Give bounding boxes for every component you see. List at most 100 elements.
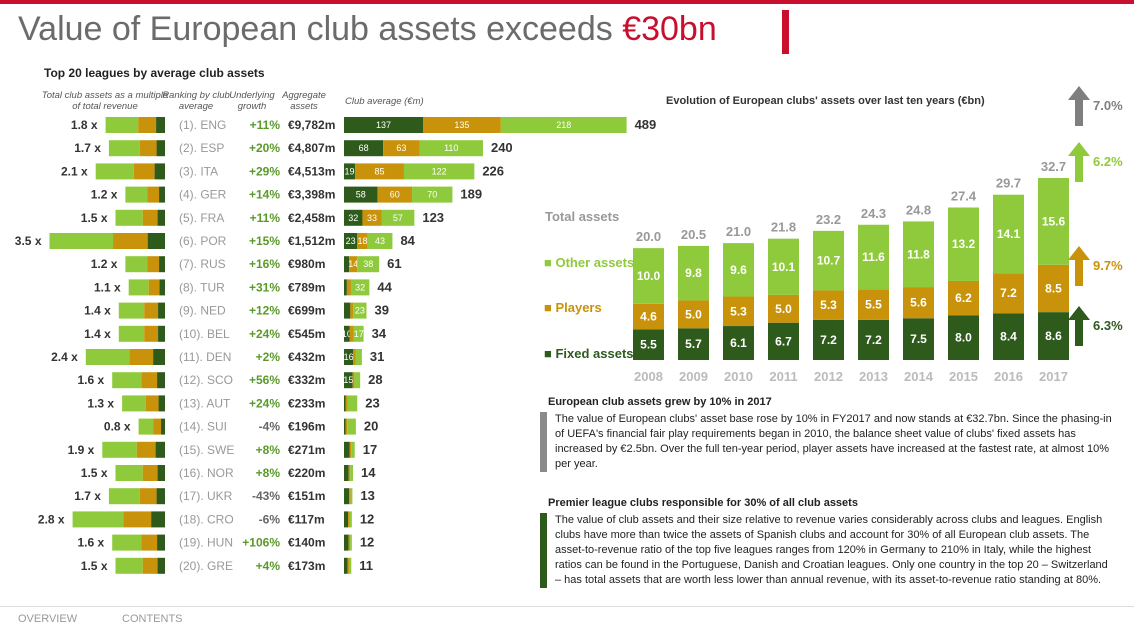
rank-label-12sco: (12). SCO bbox=[179, 373, 233, 387]
col-head-multiple: Total club assets as a multiple of total… bbox=[41, 90, 169, 112]
multiple-bar-fixed-3ita bbox=[154, 163, 165, 180]
rank-label-15swe: (15). SWE bbox=[179, 443, 234, 457]
growth-label-15swe: +8% bbox=[256, 443, 281, 457]
club-bar-fixed-2esp bbox=[344, 140, 384, 157]
growth-label-9ned: +12% bbox=[249, 304, 280, 318]
multiple-bar-fixed-10bel bbox=[158, 325, 165, 342]
growth-label-20gre: +4% bbox=[256, 559, 281, 573]
club-bar-players-16nor bbox=[348, 465, 351, 481]
club-total-label-2esp: 240 bbox=[491, 140, 513, 155]
club-bar-fixed-16nor bbox=[344, 465, 349, 481]
club-bar-players-1eng bbox=[423, 117, 501, 133]
rank-label-17ukr: (17). UKR bbox=[179, 489, 233, 503]
club-bar-fixed-10bel bbox=[344, 325, 350, 342]
multiple-bar-players-6por bbox=[113, 233, 148, 249]
club-bar-fixed-9ned bbox=[344, 302, 351, 319]
multiple-bar-fixed-11den bbox=[153, 349, 165, 365]
evo-bar-players-2017 bbox=[1038, 264, 1069, 313]
evo-bar-other-2009 bbox=[678, 245, 709, 301]
multiple-bar-20gre bbox=[115, 557, 143, 574]
multiple-bar-fixed-17ukr bbox=[156, 488, 165, 505]
growth-label-fixed: 6.3% bbox=[1093, 318, 1123, 333]
growth-label-19hun: +106% bbox=[242, 536, 280, 550]
rank-label-14sui: (14). SUI bbox=[179, 420, 227, 434]
evo-bar-other-2017 bbox=[1038, 178, 1069, 265]
aggregate-label-3ita: €4,513m bbox=[288, 164, 335, 178]
evo-bar-label-other-2015: 13.2 bbox=[952, 237, 976, 251]
evo-bar-other-2010 bbox=[723, 243, 754, 297]
league-table-chart: 1.8 x (1). ENG +11% €9,782m 137 135 218 489 1.7 … bbox=[15, 117, 656, 574]
evo-total-label-2012: 23.2 bbox=[816, 212, 841, 227]
evo-bar-players-2012 bbox=[813, 290, 844, 320]
aggregate-label-11den: €432m bbox=[288, 350, 325, 364]
box1-text: The value of European clubs' asset base … bbox=[540, 412, 1120, 472]
club-bar-players-3ita bbox=[354, 163, 404, 180]
club-total-label-5fra: 123 bbox=[422, 210, 444, 225]
multiple-bar-fixed-12sco bbox=[157, 372, 165, 389]
evo-bar-label-players-2017: 8.5 bbox=[1045, 281, 1062, 295]
multiple-bar-13aut bbox=[122, 395, 146, 412]
multiple-bar-14sui bbox=[138, 418, 154, 435]
club-bar-label-fixed-10bel: 10 bbox=[342, 329, 352, 339]
evo-total-label-2016: 29.7 bbox=[996, 176, 1021, 191]
evo-bar-label-players-2014: 5.6 bbox=[910, 296, 927, 310]
multiple-bar-17ukr bbox=[108, 488, 140, 505]
aggregate-label-9ned: €699m bbox=[288, 304, 325, 318]
growth-label-6por: +15% bbox=[249, 234, 280, 248]
growth-label-14sui: -4% bbox=[259, 420, 281, 434]
multiple-bar-19hun bbox=[112, 534, 142, 551]
multiple-label-3ita: 2.1 x bbox=[61, 164, 88, 178]
evo-bar-fixed-2008 bbox=[633, 329, 664, 360]
multiple-bar-players-19hun bbox=[141, 534, 158, 551]
club-bar-players-15swe bbox=[349, 441, 352, 458]
evo-bar-label-fixed-2008: 5.5 bbox=[640, 338, 657, 352]
club-bar-fixed-20gre bbox=[344, 557, 348, 574]
club-bar-players-9ned bbox=[350, 302, 354, 319]
title-accent-bar bbox=[782, 10, 789, 54]
evo-bar-label-fixed-2012: 7.2 bbox=[820, 333, 837, 347]
evo-bar-label-fixed-2011: 6.7 bbox=[775, 334, 792, 348]
rank-label-20gre: (20). GRE bbox=[179, 559, 233, 573]
multiple-label-1eng: 1.8 x bbox=[71, 118, 98, 132]
evo-bar-label-players-2013: 5.5 bbox=[865, 298, 882, 312]
multiple-label-17ukr: 1.7 x bbox=[74, 489, 101, 503]
box1-title: European club assets grew by 10% in 2017 bbox=[548, 396, 772, 408]
club-bar-label-players-3ita: 85 bbox=[374, 166, 384, 176]
evolution-chart: Evolution of European clubs' assets over… bbox=[544, 86, 1123, 384]
multiple-bar-fixed-2esp bbox=[156, 140, 165, 157]
aggregate-label-1eng: €9,782m bbox=[288, 118, 335, 132]
contents-link[interactable]: CONTENTS bbox=[122, 613, 183, 625]
rank-label-6por: (6). POR bbox=[179, 234, 227, 248]
club-total-label-14sui: 20 bbox=[364, 419, 378, 434]
evo-bar-fixed-2011 bbox=[768, 322, 799, 360]
club-bar-label-other-7rus: 38 bbox=[363, 259, 373, 269]
club-bar-fixed-14sui bbox=[344, 418, 346, 435]
club-total-label-9ned: 39 bbox=[374, 303, 388, 318]
club-bar-fixed-4ger bbox=[344, 186, 378, 203]
evo-bar-fixed-2010 bbox=[723, 326, 754, 360]
evo-year-label-2016: 2016 bbox=[994, 369, 1023, 384]
evo-bar-players-2013 bbox=[858, 289, 889, 320]
club-bar-players-14sui bbox=[345, 418, 348, 435]
growth-label-2esp: +20% bbox=[249, 141, 280, 155]
multiple-bar-players-16nor bbox=[142, 465, 158, 481]
evo-total-label-2015: 27.4 bbox=[951, 188, 977, 203]
club-bar-other-12sco bbox=[354, 372, 361, 389]
club-bar-other-2esp bbox=[419, 140, 483, 157]
aggregate-label-7rus: €980m bbox=[288, 257, 325, 271]
multiple-bar-players-5fra bbox=[142, 209, 158, 226]
multiple-bar-fixed-5fra bbox=[157, 209, 165, 226]
multiple-label-14sui: 0.8 x bbox=[104, 420, 131, 434]
multiple-bar-fixed-19hun bbox=[157, 534, 165, 551]
club-bar-other-7rus bbox=[357, 256, 380, 273]
club-bar-label-players-5fra: 33 bbox=[367, 213, 377, 223]
aggregate-label-15swe: €271m bbox=[288, 443, 325, 457]
club-bar-fixed-3ita bbox=[344, 163, 355, 180]
club-bar-label-fixed-4ger: 58 bbox=[356, 190, 366, 200]
multiple-bar-fixed-7rus bbox=[159, 256, 165, 273]
overview-link[interactable]: OVERVIEW bbox=[18, 613, 78, 625]
club-bar-fixed-18cro bbox=[344, 511, 349, 528]
club-total-label-8tur: 44 bbox=[377, 279, 392, 294]
club-bar-label-players-7rus: 14 bbox=[348, 259, 358, 269]
evo-bar-label-other-2014: 11.8 bbox=[907, 247, 930, 261]
